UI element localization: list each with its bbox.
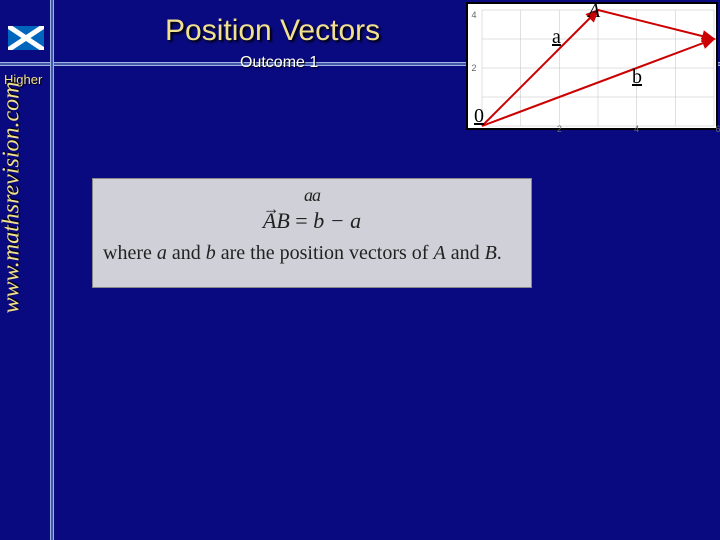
formula-line3: where a and b are the position vectors o… <box>103 242 521 265</box>
url-watermark: www.mathsrevision.com <box>0 82 26 314</box>
svg-text:2: 2 <box>471 63 476 73</box>
divider-vertical <box>50 0 54 540</box>
vector-graph: 24624 A B 0 a b <box>466 2 718 130</box>
origin-label: 0 <box>474 105 484 128</box>
svg-text:4: 4 <box>634 124 639 132</box>
scotland-flag-icon <box>8 26 44 50</box>
svg-text:2: 2 <box>557 124 562 132</box>
svg-text:6: 6 <box>715 124 720 132</box>
vector-a-label: a <box>552 26 561 49</box>
formula-box: aa AB = b − a where a and b are the posi… <box>92 178 532 288</box>
formula-line1: aa <box>103 185 521 206</box>
page-subtitle: Outcome 1 <box>240 54 318 72</box>
vector-b-label: b <box>632 66 642 89</box>
vector-ab: AB <box>263 208 290 234</box>
formula-rhs: b − a <box>313 208 361 233</box>
svg-text:4: 4 <box>471 10 476 20</box>
formula-line1-text: aa <box>304 185 320 205</box>
point-a-label: A <box>588 0 600 23</box>
equals: = <box>295 208 313 233</box>
page-title: Position Vectors <box>165 14 380 48</box>
formula-line2: AB = b − a <box>103 208 521 234</box>
